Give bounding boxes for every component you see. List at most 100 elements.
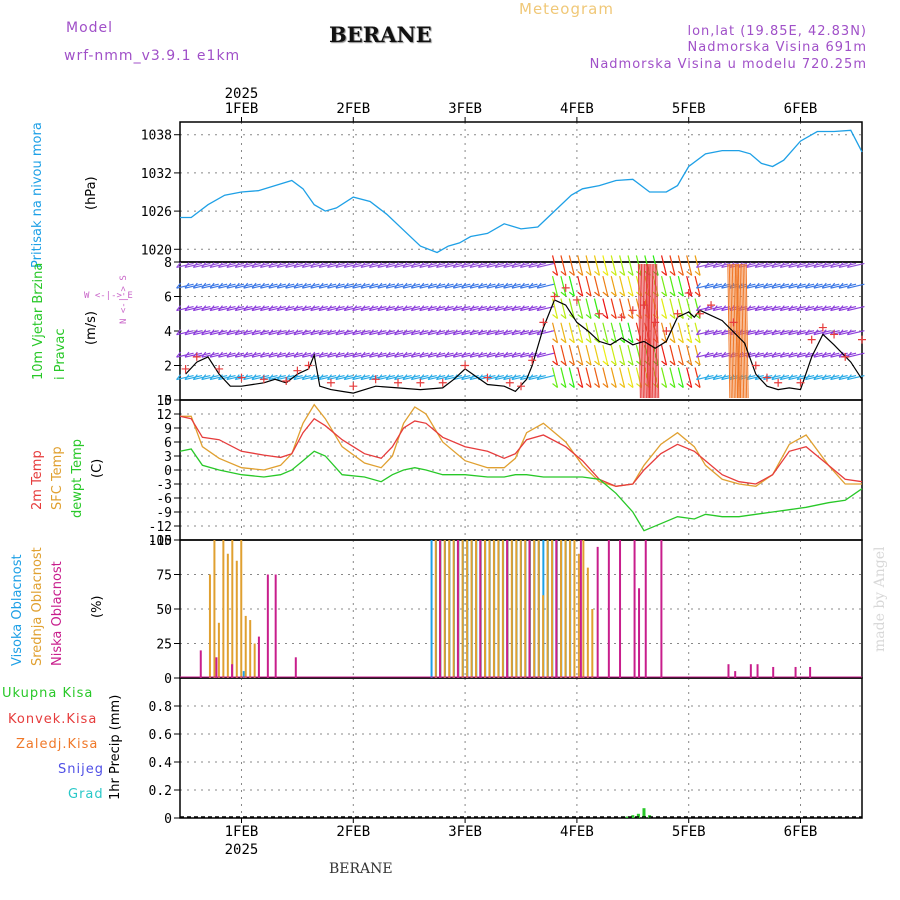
wind-barb — [627, 345, 634, 366]
ytick-label-wind: 8 — [164, 256, 172, 271]
wind-barb — [520, 374, 538, 381]
wind-barb — [788, 305, 806, 312]
wind-gust-marker — [729, 318, 738, 327]
wind-barb — [209, 352, 228, 358]
wind-barb — [251, 262, 270, 269]
wind-barb-head — [427, 305, 433, 311]
wind-barb — [310, 330, 328, 336]
wind-barb-head — [310, 329, 316, 336]
wind-barb-head — [669, 383, 676, 389]
wind-barb — [511, 305, 530, 312]
wind-barb-head — [192, 374, 198, 380]
wind-barb-head — [486, 351, 492, 358]
wind-barb — [677, 322, 684, 343]
wind-barb-head — [746, 282, 752, 289]
wind-barb-head — [377, 262, 383, 268]
wind-barb-head — [226, 262, 232, 268]
wind-barb — [394, 330, 412, 336]
wind-barb — [251, 374, 270, 381]
wind-barb-head — [176, 374, 182, 380]
wind-barb-head — [268, 351, 274, 358]
wind-barb — [461, 305, 479, 312]
wind-barb — [235, 352, 253, 358]
wind-barb — [302, 374, 320, 381]
wind-barb — [394, 305, 412, 312]
wind-barb — [344, 352, 362, 358]
wind-barb-head — [293, 329, 299, 336]
wind-barb — [805, 330, 823, 336]
wind-barb-head — [821, 282, 827, 289]
lonlat: lon,lat (19.85E, 42.83N) — [687, 24, 867, 39]
wind-barb — [677, 367, 684, 388]
wind-barb — [335, 283, 354, 289]
wind-barb-head — [301, 305, 307, 311]
wind-barb-head — [779, 262, 785, 268]
wind-barb-head — [560, 360, 567, 366]
wind-barb — [585, 276, 592, 297]
wind-barb — [602, 298, 609, 319]
wind-barb-head — [577, 270, 584, 276]
wind-barb-head — [301, 351, 307, 358]
wind-barb-head — [602, 291, 609, 297]
wind-barb — [495, 305, 513, 312]
wind-barb — [386, 283, 404, 289]
wind-barb-head — [444, 282, 450, 289]
wind-barb-head — [686, 270, 693, 276]
wind-barb-head — [677, 291, 684, 297]
wind-gust-marker — [707, 301, 716, 310]
wind-gust-marker — [651, 318, 660, 327]
wind-barb — [310, 374, 328, 381]
wind-gust-marker — [416, 378, 425, 387]
wind-barb — [218, 262, 236, 269]
wind-barb — [503, 283, 521, 289]
wind-barb — [369, 352, 387, 358]
wind-barb — [593, 345, 601, 366]
wind-barb-head — [410, 305, 416, 311]
wind-barb-head — [779, 374, 785, 380]
wind-barb — [796, 262, 815, 269]
wind-barb — [551, 345, 559, 366]
wind-barb-head — [763, 329, 769, 336]
wind-barb — [503, 305, 521, 312]
wind-barb-head — [771, 282, 777, 289]
wind-barb — [243, 305, 261, 312]
wind-barb-head — [577, 360, 584, 366]
wind-barb — [495, 374, 513, 381]
wind-barb — [822, 283, 840, 289]
wind-barb-head — [771, 305, 777, 311]
wind-barb — [560, 322, 567, 343]
wind-barb — [677, 255, 684, 276]
wind-barb-head — [201, 305, 207, 311]
wind-barb-head — [552, 338, 558, 344]
wind-barb — [520, 262, 538, 269]
wind-barb — [511, 374, 530, 381]
wind-gust-marker — [841, 352, 850, 361]
wind-barb — [627, 322, 634, 343]
wind-barb — [478, 330, 496, 336]
wind-barb — [495, 262, 513, 269]
wind-barb-head — [560, 383, 567, 389]
wind-barb-head — [327, 282, 332, 289]
wind-barb — [796, 352, 815, 358]
wind-barb-head — [805, 282, 810, 289]
wind-gust-marker — [181, 364, 190, 373]
wind-barb-head — [234, 262, 240, 268]
wind-barb — [327, 262, 345, 269]
wind-barb — [495, 352, 513, 358]
wind-barb — [619, 298, 626, 319]
wind-barb-head — [552, 360, 558, 366]
wind-barb-head — [243, 282, 249, 289]
wind-barb — [520, 283, 538, 289]
wind-barb-head — [610, 314, 617, 320]
wind-barb-head — [704, 329, 710, 336]
wind-barb — [813, 374, 832, 381]
ytick-label-pressure: 1038 — [141, 129, 172, 144]
wind-barb-head — [813, 282, 819, 289]
wind-barb — [610, 298, 617, 319]
wind-barb — [344, 262, 362, 269]
sfc-temp-line — [180, 403, 862, 487]
wind-barb — [568, 255, 575, 276]
ytick-label-temperature: -3 — [156, 478, 172, 493]
wind-barb — [788, 283, 806, 289]
